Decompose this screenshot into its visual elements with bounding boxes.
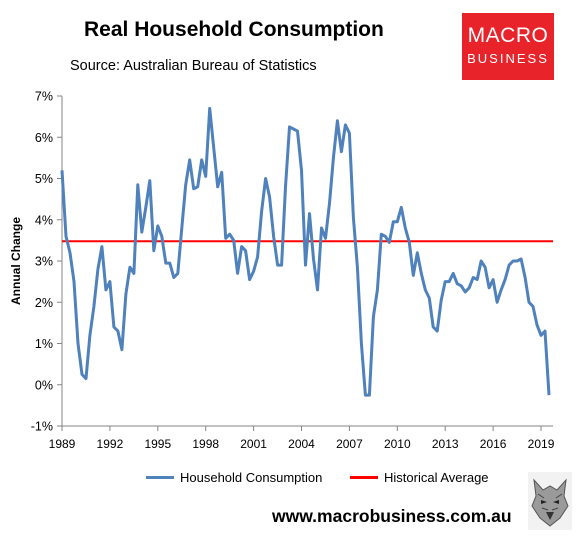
y-tick-label: 0% [35, 378, 53, 392]
wolf-logo-icon [528, 472, 572, 530]
y-axis-label: Annual Change [9, 217, 23, 305]
y-tick-label: 4% [35, 213, 53, 227]
chart-title: Real Household Consumption [84, 18, 384, 41]
x-tick-label: 1995 [144, 437, 171, 451]
y-tick-label: 5% [35, 172, 53, 186]
x-tick-label: 2004 [288, 437, 315, 451]
macrobusiness-logo: MACRO BUSINESS [462, 13, 554, 80]
y-tick-label: 3% [35, 255, 53, 269]
y-tick-label: 7% [35, 90, 53, 104]
x-tick-label: 1992 [97, 437, 124, 451]
logo-line-2: BUSINESS [467, 51, 549, 66]
x-tick-label: 2019 [528, 437, 555, 451]
legend-swatch-household-consumption [146, 476, 174, 479]
legend-label-household-consumption: Household Consumption [180, 470, 323, 485]
x-tick-label: 2007 [336, 437, 363, 451]
chart-subtitle: Source: Australian Bureau of Statistics [70, 58, 317, 74]
x-tick-label: 2016 [480, 437, 507, 451]
x-tick-label: 1989 [49, 437, 76, 451]
legend-item-household-consumption: Household Consumption [146, 470, 322, 485]
chart-legend: Household Consumption Historical Average [0, 470, 588, 488]
legend-label-historical-average: Historical Average [384, 470, 489, 485]
website-url: www.macrobusiness.com.au [272, 506, 512, 526]
x-tick-label: 2001 [240, 437, 267, 451]
legend-swatch-historical-average [350, 476, 378, 479]
line-chart: -1% 0% 1% 2% 3% 4% 5% 6% 7% 1989 1992 1995 1998 2001 2… [9, 90, 555, 452]
y-tick-label: 6% [35, 131, 53, 145]
legend-item-historical-average: Historical Average [350, 470, 489, 485]
y-tick-label: -1% [31, 420, 53, 434]
y-tick-label: 1% [35, 337, 53, 351]
logo-line-1: MACRO [467, 24, 549, 47]
series-household-consumption-line [60, 106, 551, 397]
x-tick-label: 1998 [192, 437, 219, 451]
y-tick-label: 2% [35, 296, 53, 310]
x-tick-label: 2013 [432, 437, 459, 451]
x-tick-label: 2010 [384, 437, 411, 451]
